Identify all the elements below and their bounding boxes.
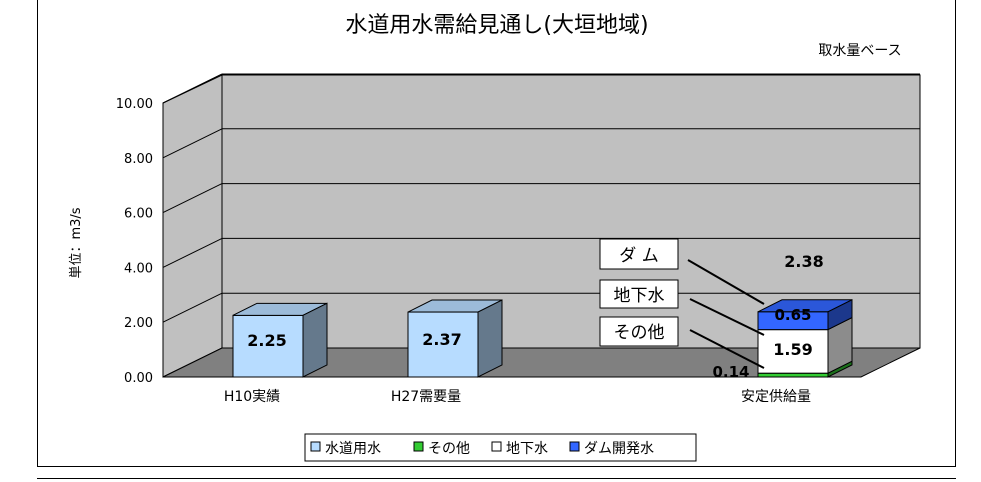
y-tick-label: 8.00 xyxy=(124,152,153,167)
y-axis-label: 単位：m3/s xyxy=(68,207,84,278)
callout-dam-box xyxy=(599,238,679,270)
y-tick-label: 0.00 xyxy=(124,371,153,386)
legend-swatch xyxy=(569,441,580,452)
leader-groundwater xyxy=(689,298,765,336)
chart-subtitle: 取水量ベース xyxy=(818,43,901,59)
plot-side-wall xyxy=(162,74,223,378)
x-tick-label: H10実績 xyxy=(224,389,280,405)
bar-1 xyxy=(407,311,479,378)
callout-dam: ダ ム xyxy=(619,246,658,266)
y-tick-label: 4.00 xyxy=(124,261,153,276)
bar-1-side xyxy=(477,299,503,378)
callout-other-box xyxy=(599,316,679,347)
stack-segment-1 xyxy=(757,372,829,378)
legend: 水道用水 その他 地下水 ダム開発水 xyxy=(310,441,654,457)
legend-swatch xyxy=(413,441,424,452)
gridline-side-1 xyxy=(162,292,223,323)
bars xyxy=(232,298,853,378)
legend-swatch xyxy=(491,441,502,452)
leader-dam xyxy=(687,259,765,305)
gridlines xyxy=(162,73,920,323)
stack-segment-3-side xyxy=(827,298,853,331)
legend-item-label: ダム開発水 xyxy=(584,441,654,457)
callout-groundwater: 地下水 xyxy=(614,286,665,306)
bar-0-side xyxy=(302,302,328,378)
x-tick-label: H27需要量 xyxy=(391,389,461,405)
chart-title: 水道用水需給見通し(大垣地域) xyxy=(345,13,648,38)
bar-label-h10: 2.25 xyxy=(247,331,286,350)
y-tick-label: 2.00 xyxy=(124,316,153,331)
y-tick-label: 10.00 xyxy=(116,97,153,112)
gridline-side-3 xyxy=(162,183,223,214)
gridline-side-2 xyxy=(162,237,223,268)
legend-item-label: その他 xyxy=(428,441,470,457)
callout-groundwater-box xyxy=(599,279,679,309)
bottom-divider xyxy=(37,478,956,479)
chart-frame xyxy=(37,0,956,467)
legend-item-label: 地下水 xyxy=(506,441,548,457)
gridline-side-4 xyxy=(162,128,223,159)
bar-label-dam: 0.65 xyxy=(774,306,811,324)
plot-floor xyxy=(162,347,921,378)
leader-other xyxy=(689,329,765,369)
y-tick-label: 6.00 xyxy=(124,207,153,222)
y-tick-labels: 0.00 2.00 4.00 6.00 8.00 10.00 xyxy=(116,97,153,386)
legend-swatch xyxy=(310,441,321,452)
bar-label-h27: 2.37 xyxy=(422,330,461,349)
x-tick-label: 安定供給量 xyxy=(741,389,811,405)
bar-label-other: 0.14 xyxy=(712,363,749,381)
gridline-side-5 xyxy=(162,73,223,104)
x-tick-labels: H10実績 H27需要量 安定供給量 xyxy=(224,389,811,405)
total-label: 2.38 xyxy=(784,252,823,271)
legend-item-label: 水道用水 xyxy=(325,441,381,457)
callout-other: その他 xyxy=(614,323,665,343)
bar-label-groundwater: 1.59 xyxy=(773,340,812,359)
